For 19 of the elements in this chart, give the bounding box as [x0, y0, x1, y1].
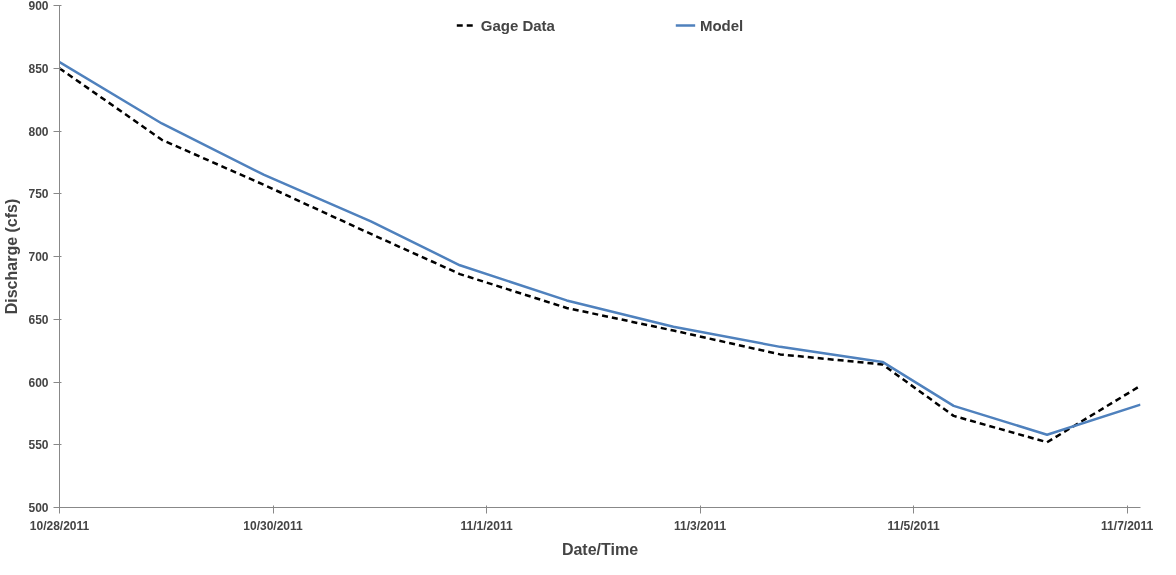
y-tick-label: 600 [28, 375, 49, 390]
y-tick-label: 500 [28, 501, 49, 515]
y-tick-label: 550 [28, 438, 49, 453]
x-axis-title: Date/Time [561, 540, 639, 558]
x-tick-label: 10/28/2011 [29, 518, 90, 533]
y-tick-label: 650 [28, 312, 49, 327]
legend-label: Model [699, 16, 744, 34]
y-tick-label: 850 [28, 61, 49, 76]
y-tick-label: 900 [28, 0, 49, 13]
y-axis-title: Discharge (cfs) [3, 198, 21, 315]
y-tick-label: 800 [28, 124, 49, 139]
legend-label: Gage Data [480, 16, 555, 34]
x-tick-label: 11/3/2011 [674, 518, 727, 533]
x-tick-label: 11/1/2011 [460, 518, 513, 533]
y-tick-label: 700 [28, 250, 49, 264]
x-tick-label: 11/7/2011 [1101, 518, 1154, 533]
x-tick-label: 11/5/2011 [887, 518, 940, 533]
y-tick-label: 750 [28, 187, 49, 202]
x-tick-label: 10/30/2011 [243, 518, 304, 533]
